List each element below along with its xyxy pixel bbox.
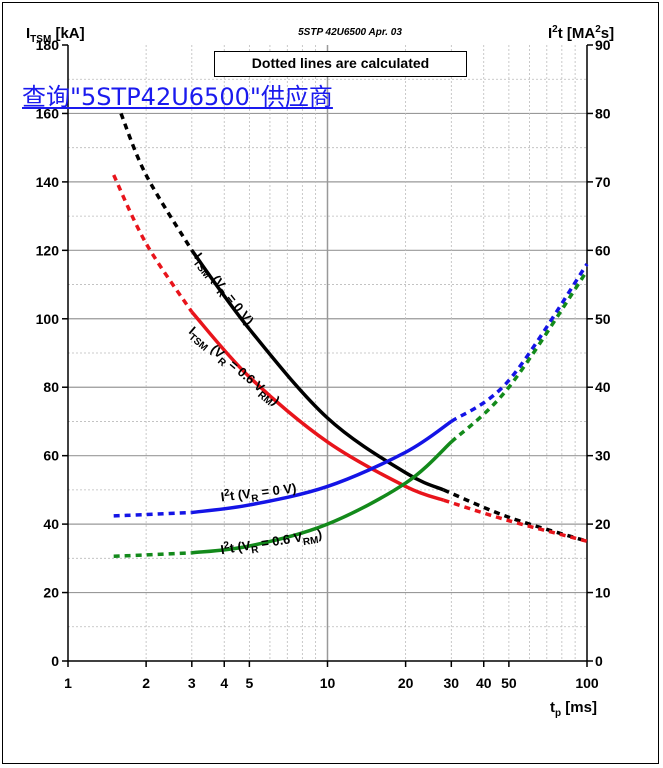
itsm-vr-0-v-calculated-end <box>442 488 588 543</box>
x-tick-label: 30 <box>444 675 460 691</box>
y-tick-label: 40 <box>43 516 59 532</box>
x-tick-label: 20 <box>398 675 414 691</box>
axis-titles: ITSM [kA] I2t [MA2s] tp [ms] <box>26 24 614 719</box>
y2-tick-label: 90 <box>595 37 611 53</box>
y-tick-label: 140 <box>36 174 60 190</box>
x-tick-label: 40 <box>476 675 492 691</box>
x-tick-label: 1 <box>64 675 72 691</box>
x-tick-label: 2 <box>142 675 150 691</box>
grid-lines <box>62 44 593 667</box>
x-tick-label: 4 <box>220 675 228 691</box>
supplier-search-link[interactable]: 查询"5STP42U6500"供应商 <box>22 83 333 111</box>
itsm-vr-0-6-vrm-calculated-end <box>443 498 588 543</box>
y-tick-label: 0 <box>51 653 59 669</box>
y2-tick-label: 10 <box>595 585 611 601</box>
y2-tick-label: 30 <box>595 448 611 464</box>
document-reference: 5STP 42U6500 Apr. 03 <box>298 27 402 38</box>
itsm-vr-0-6-vrm-label: ITSM (VR = 0.6 VRM) <box>183 323 282 411</box>
itsm-vr-0-6-vrm-calculated-start <box>112 174 194 313</box>
i2t-vr-0-6-vrm-label: I2t (VR = 0.6 VRM) <box>219 525 323 561</box>
y-tick-label: 100 <box>36 311 60 327</box>
itsm-vr-0-6-vrm-curve <box>190 310 445 502</box>
i2t-vr-0-6-vrm-calculated-end <box>450 269 589 444</box>
x-tick-label: 3 <box>188 675 196 691</box>
i2t-vr-0-6-vrm-calculated-start <box>113 551 192 559</box>
x-tick-label: 5 <box>245 675 253 691</box>
i2t-vr-0-v-curve <box>191 419 453 515</box>
y-tick-label: 180 <box>36 37 60 53</box>
i2t-vr-0-v-calculated-start <box>113 510 192 518</box>
y2-tick-label: 0 <box>595 653 603 669</box>
y-tick-label: 120 <box>36 242 60 258</box>
y-tick-label: 80 <box>43 379 59 395</box>
y-tick-label: 20 <box>43 585 59 601</box>
x-axis-title: tp [ms] <box>550 699 597 719</box>
y2-tick-label: 40 <box>595 379 611 395</box>
i2t-vr-0-v-calculated-end <box>450 263 589 423</box>
calculated-note: Dotted lines are calculated <box>214 51 467 77</box>
itsm-vr-0-v-calculated-start <box>119 112 194 252</box>
x-tick-label: 100 <box>575 675 599 691</box>
y2-axis-title: I2t [MA2s] <box>548 24 614 42</box>
y2-tick-label: 20 <box>595 516 611 532</box>
y2-tick-label: 60 <box>595 242 611 258</box>
y2-tick-label: 50 <box>595 311 611 327</box>
tick-labels: 0204060801001201401601800102030405060708… <box>36 37 611 691</box>
y2-tick-label: 70 <box>595 174 611 190</box>
y-axis-title: ITSM [kA] <box>26 25 85 45</box>
y-tick-label: 60 <box>43 448 59 464</box>
y2-tick-label: 80 <box>595 105 611 121</box>
curves <box>112 112 589 559</box>
y-tick-label: 160 <box>36 105 60 121</box>
i2t-vr-0-6-vrm-curve <box>191 440 453 555</box>
x-tick-label: 10 <box>320 675 336 691</box>
i2t-vr-0-v-label: I2t (VR = 0 V) <box>220 479 298 508</box>
x-tick-label: 50 <box>501 675 517 691</box>
